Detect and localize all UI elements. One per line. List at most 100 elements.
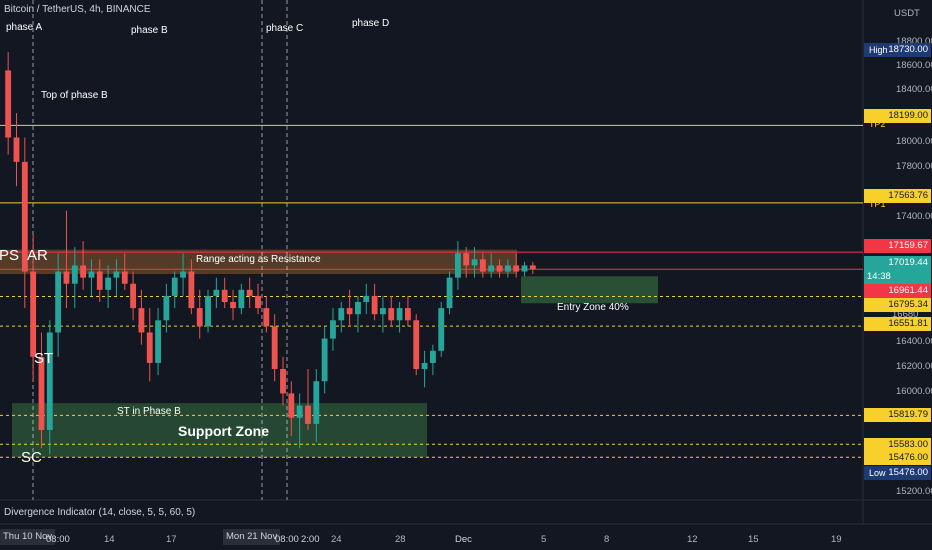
x-tag-time: 08:00 <box>275 534 299 545</box>
level-price-tag: 16795.34 <box>864 298 931 312</box>
candle-body <box>71 265 78 284</box>
candle-body <box>479 259 486 272</box>
x-tick: 28 <box>395 534 406 545</box>
candle-body <box>396 308 403 321</box>
y-tick: 18000.00 <box>896 136 932 147</box>
candle-body <box>529 265 536 270</box>
candle-body <box>521 265 528 272</box>
y-tick: 17800.00 <box>896 161 932 172</box>
candle-body <box>313 381 320 424</box>
tp2-price-tag: 18199.00 <box>864 109 931 123</box>
y-tick: 17400.00 <box>896 211 932 222</box>
y-tick: 18600.00 <box>896 60 932 71</box>
candle-body <box>413 320 420 370</box>
x-tick: 12 <box>687 534 698 545</box>
phase-b-label: phase B <box>131 25 168 36</box>
high-price-tag: 18730.00 <box>864 43 931 57</box>
x-tick: 15 <box>748 534 759 545</box>
entry-zone-label: Entry Zone 40% <box>557 302 629 313</box>
bar-countdown: 14:38 <box>864 270 931 284</box>
candle-body <box>30 271 37 357</box>
candle-body <box>471 259 478 266</box>
candle-body <box>263 308 270 327</box>
level-price-tag: 16551.81 <box>864 317 931 331</box>
candle-body <box>296 405 303 418</box>
candle-body <box>246 289 253 296</box>
candle-body <box>213 289 220 296</box>
candle-body <box>146 332 153 363</box>
x-tick: 19 <box>831 534 842 545</box>
candle-body <box>421 362 428 370</box>
x-tag: Mon 21 Nov <box>223 529 281 545</box>
phase-a-label: phase A <box>6 22 43 33</box>
candle-body <box>346 308 353 315</box>
candle-body <box>105 277 112 290</box>
candle-body <box>55 271 62 333</box>
candle-body <box>113 271 120 278</box>
candle-body <box>205 295 211 327</box>
y-tick: 15200.00 <box>896 486 932 497</box>
candle-body <box>271 326 278 370</box>
candle-body <box>280 369 286 394</box>
level-price-tag: 15583.00 <box>864 438 931 452</box>
candle-body <box>305 405 311 424</box>
candle-body <box>13 137 20 162</box>
x-tag-time: 08:00 <box>46 534 70 545</box>
tp1-label: TP1 <box>869 199 886 209</box>
candle-body <box>371 295 378 315</box>
candle-body <box>463 253 470 266</box>
candle-body <box>155 320 161 363</box>
indicator-label[interactable]: Divergence Indicator (14, close, 5, 5, 6… <box>4 507 196 518</box>
st-label: ST <box>34 350 54 367</box>
candle-body <box>355 302 361 315</box>
x-tick: 17 <box>166 534 177 545</box>
candle-body <box>221 289 228 303</box>
tp1-price-tag: 17563.76 <box>864 189 931 203</box>
candle-body <box>38 356 45 430</box>
candle-body <box>121 271 128 284</box>
x-tick: 8 <box>604 534 610 545</box>
candle-body <box>438 308 445 351</box>
ps-label: PS <box>0 247 20 264</box>
candle-body <box>163 295 170 321</box>
y-tick: 18800.00 <box>896 36 932 47</box>
x-tag-time: 2:00 <box>301 534 320 545</box>
candle-body <box>180 271 186 278</box>
y-tick-hidden: 16680 <box>892 309 919 320</box>
sc-label: SC <box>21 449 42 466</box>
phase-d-label: phase D <box>352 18 390 29</box>
currency-label: USDT <box>894 8 920 19</box>
candle-body <box>130 283 137 309</box>
candle-body <box>171 277 178 296</box>
range-resistance-zone <box>0 249 517 274</box>
candle-body <box>188 271 195 309</box>
chart-title: Bitcoin / TetherUS, 4h, BINANCE <box>4 4 151 15</box>
level-price-tag: 15819.79 <box>864 408 931 422</box>
candle-body <box>21 161 28 272</box>
candle-body <box>138 308 145 333</box>
candle-body <box>363 295 370 303</box>
x-tick: 14 <box>104 534 115 545</box>
tp2-label: TP2 <box>869 119 886 129</box>
x-tick: 5 <box>541 534 547 545</box>
candle-body <box>496 265 503 272</box>
low-label: Low <box>869 468 886 478</box>
candle-body <box>321 338 328 382</box>
candle-body <box>380 308 386 315</box>
candle-body <box>330 320 336 339</box>
candle-body <box>388 308 395 321</box>
entry-top-price-tag: 16961.44 <box>864 284 931 298</box>
candle-body <box>96 271 103 290</box>
candle-body <box>404 308 411 321</box>
support-zone-label: Support Zone <box>178 423 269 439</box>
x-tick: 24 <box>331 534 342 545</box>
resistance-price-tag: 17159.67 <box>864 239 931 253</box>
candle-body <box>80 265 87 278</box>
candle-body <box>88 271 95 278</box>
top-of-phase-b-label: Top of phase B <box>41 90 108 101</box>
y-tick: 18400.00 <box>896 84 932 95</box>
candle-body <box>230 302 236 309</box>
phase-c-label: phase C <box>266 23 304 34</box>
candle-body <box>513 265 520 272</box>
